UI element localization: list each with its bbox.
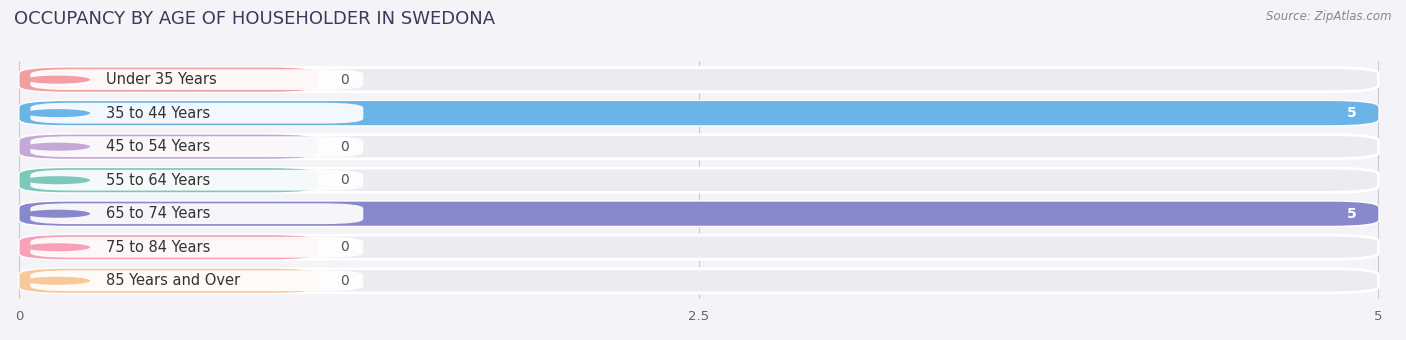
Text: 0: 0 [340, 274, 349, 288]
Circle shape [25, 243, 90, 251]
FancyBboxPatch shape [20, 235, 318, 259]
Text: Under 35 Years: Under 35 Years [107, 72, 217, 87]
FancyBboxPatch shape [20, 168, 1378, 192]
FancyBboxPatch shape [20, 269, 318, 293]
Circle shape [25, 109, 90, 117]
FancyBboxPatch shape [31, 170, 363, 191]
Text: 5: 5 [1347, 106, 1357, 120]
FancyBboxPatch shape [31, 270, 363, 291]
FancyBboxPatch shape [20, 101, 1378, 125]
FancyBboxPatch shape [31, 237, 363, 258]
Text: 65 to 74 Years: 65 to 74 Years [107, 206, 211, 221]
FancyBboxPatch shape [20, 68, 1378, 92]
FancyBboxPatch shape [31, 103, 363, 123]
FancyBboxPatch shape [31, 203, 363, 224]
Text: 75 to 84 Years: 75 to 84 Years [107, 240, 211, 255]
FancyBboxPatch shape [20, 269, 1378, 293]
Circle shape [25, 143, 90, 151]
Text: 85 Years and Over: 85 Years and Over [107, 273, 240, 288]
FancyBboxPatch shape [31, 136, 363, 157]
Text: 0: 0 [340, 73, 349, 87]
FancyBboxPatch shape [20, 101, 1378, 125]
FancyBboxPatch shape [20, 135, 318, 159]
Text: OCCUPANCY BY AGE OF HOUSEHOLDER IN SWEDONA: OCCUPANCY BY AGE OF HOUSEHOLDER IN SWEDO… [14, 10, 495, 28]
Text: 55 to 64 Years: 55 to 64 Years [107, 173, 211, 188]
Text: 5: 5 [1347, 207, 1357, 221]
FancyBboxPatch shape [20, 68, 318, 92]
Text: 45 to 54 Years: 45 to 54 Years [107, 139, 211, 154]
Circle shape [25, 277, 90, 285]
FancyBboxPatch shape [20, 168, 318, 192]
FancyBboxPatch shape [20, 202, 1378, 226]
Text: Source: ZipAtlas.com: Source: ZipAtlas.com [1267, 10, 1392, 23]
FancyBboxPatch shape [20, 135, 1378, 159]
Circle shape [25, 75, 90, 84]
FancyBboxPatch shape [20, 235, 1378, 259]
FancyBboxPatch shape [31, 69, 363, 90]
Circle shape [25, 210, 90, 218]
Circle shape [25, 176, 90, 184]
Text: 0: 0 [340, 240, 349, 254]
Text: 0: 0 [340, 173, 349, 187]
FancyBboxPatch shape [20, 202, 1378, 226]
Text: 35 to 44 Years: 35 to 44 Years [107, 106, 211, 121]
Text: 0: 0 [340, 140, 349, 154]
